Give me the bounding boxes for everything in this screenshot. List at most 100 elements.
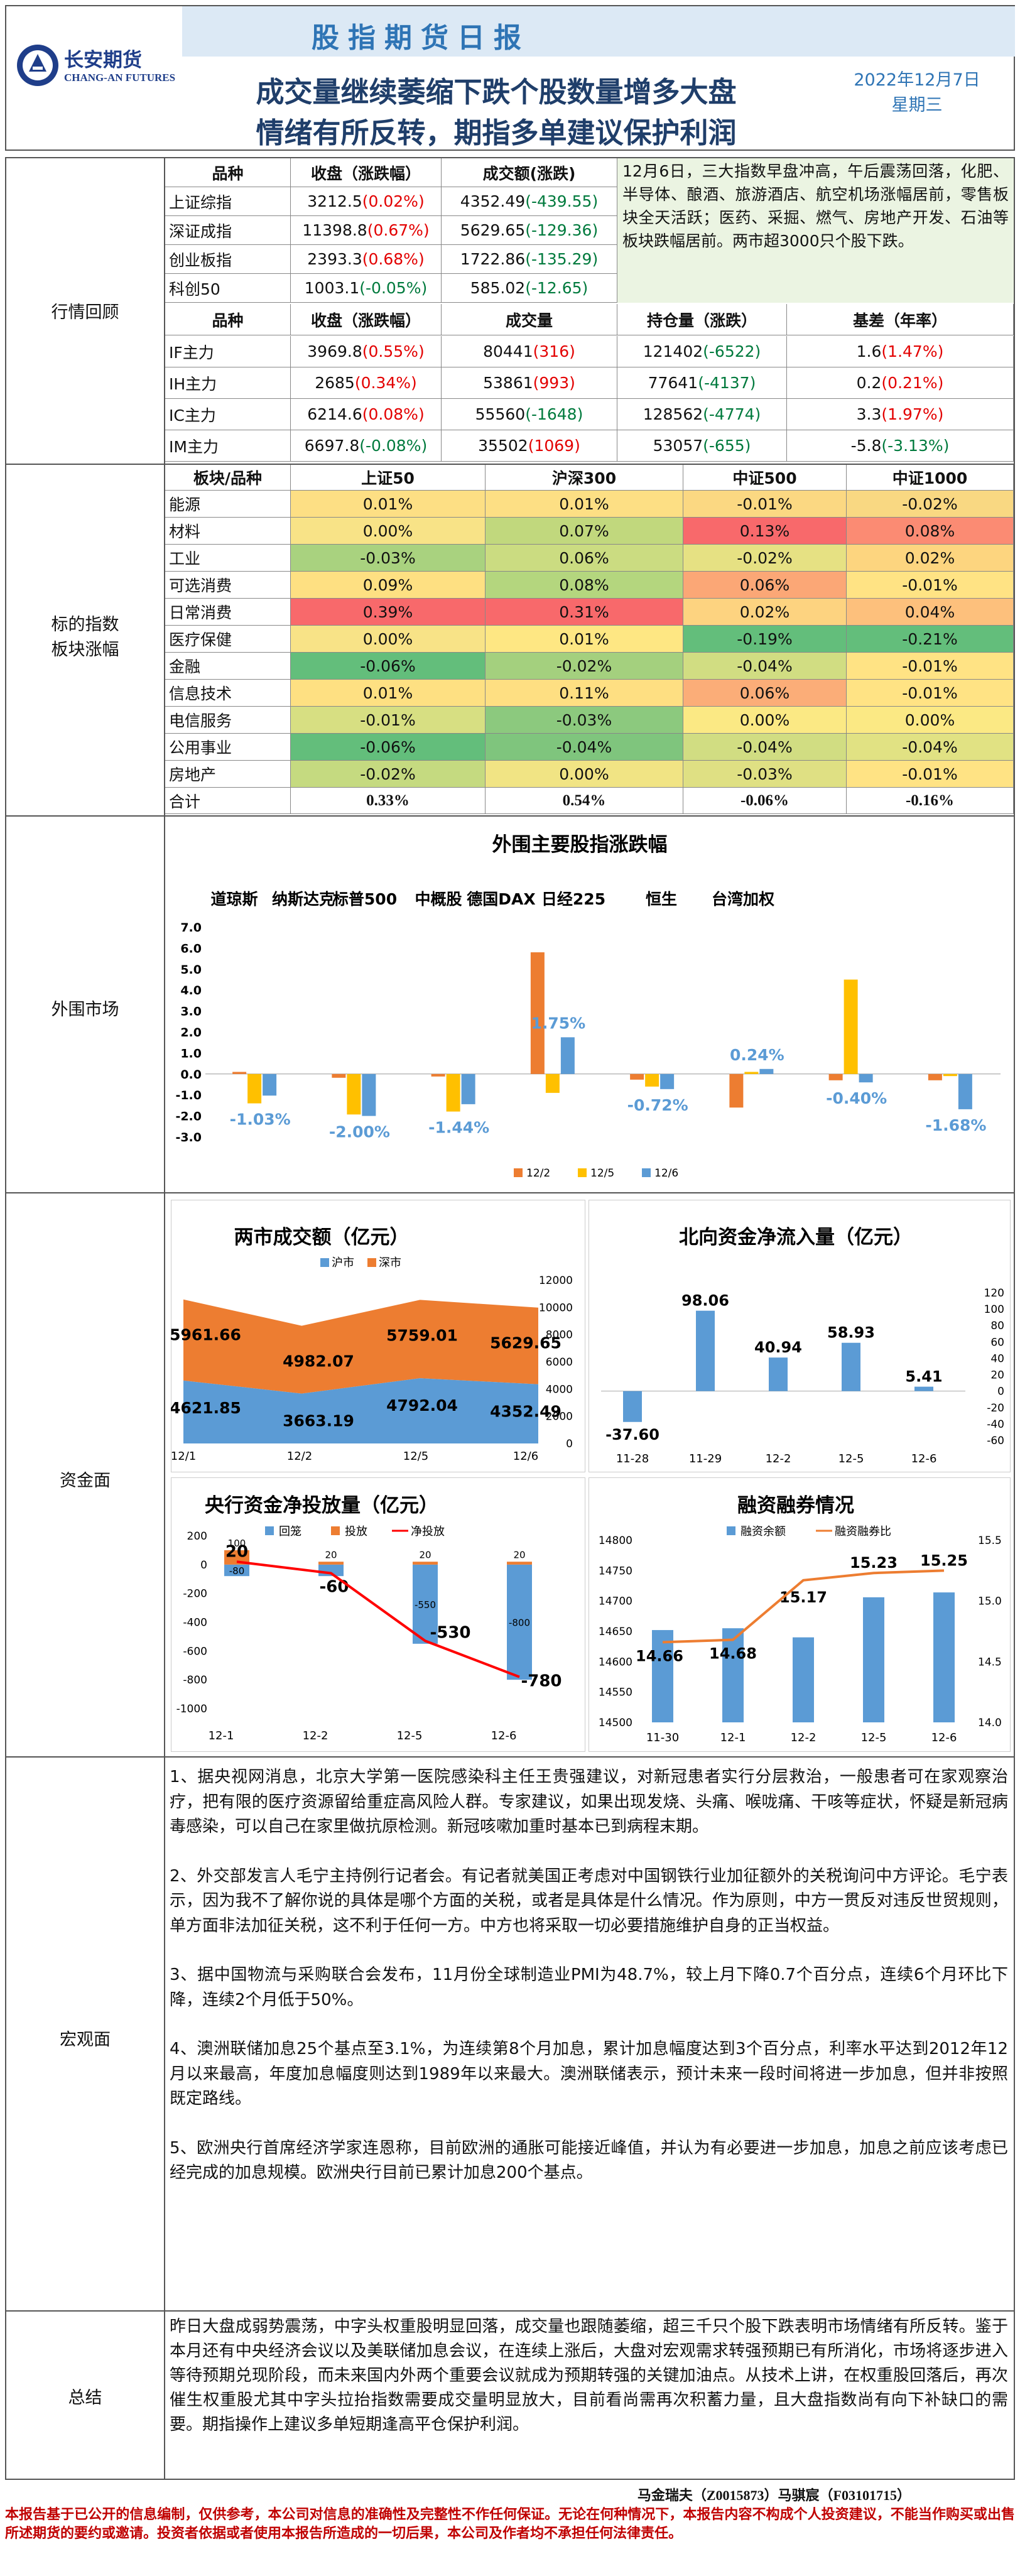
sector-total: -0.16% [847,788,1014,814]
data-label: 15.25 [920,1552,968,1569]
futures-basis: 0.2 (0.21%) [787,367,1014,399]
y-tick-label: 5.0 [180,963,202,977]
y-tick-label: 0 [566,1438,573,1450]
chart-title: 央行资金净投放量（亿元） [205,1494,438,1517]
percent: -0.01% [902,683,958,702]
percent: -0.03% [737,764,793,783]
sector-value: 0.04% [847,599,1014,626]
data-label: -1.44% [428,1119,489,1137]
index-close: 3212.5 (0.02%) [291,187,442,216]
sector-value: -0.04% [683,653,847,680]
chart-title: 两市成交额（亿元） [234,1226,410,1249]
sector-name: 电信服务 [165,707,291,734]
x-tick-label: 11-29 [689,1452,722,1465]
change: (0.55%) [362,342,425,361]
percent: -0.04% [556,737,612,756]
futures-volume: 53861 (993) [442,367,617,399]
percent: -0.01% [360,710,416,729]
data-label: 5759.01 [386,1326,458,1344]
data-label-withdraw: -80 [229,1565,245,1577]
y-tick-label: -800 [183,1674,207,1687]
data-label-net: -780 [521,1672,562,1691]
macro-item: 1、据央视网消息，北京大学第一医院感染科主任王贵强建议，对新冠患者实行分层救治，… [170,1768,1008,1836]
sector-value: -0.01% [291,707,486,734]
data-label: 3663.19 [283,1412,354,1430]
percent: -0.02% [902,494,958,513]
sector-value: -0.01% [847,572,1014,599]
sector-name-label: 公用事业 [169,739,232,757]
volume-change: (-1648) [525,405,583,423]
y2-tick-label: 15.0 [978,1595,1002,1608]
sector-table-header: 中证500 [683,465,847,491]
bar-12/6 [263,1073,277,1096]
section-label-overseas: 外围市场 [51,1000,119,1019]
data-label: 0.24% [730,1046,784,1064]
close: 1003.1 [304,279,360,297]
data-label: -1.03% [230,1111,291,1129]
percent: 0.08% [904,521,955,540]
data-label: -0.72% [627,1096,688,1114]
futures-volume: 35502 (1069) [442,430,617,462]
total-label: 合计 [169,792,201,811]
index-close: 11398.8 (0.67%) [291,216,442,245]
futures-table-header: 收盘（涨跌幅） [291,304,442,335]
legend-swatch [320,1258,329,1267]
volume-change: (1069) [528,437,580,455]
legend-label: 融资融券比 [835,1525,891,1538]
company-name: 长安期货 [64,49,142,72]
sector-value: -0.06% [291,653,486,680]
legend-swatch [727,1526,735,1535]
y-tick-label: 0 [200,1559,207,1572]
x-tick-label: 12-5 [397,1729,423,1742]
area-深市 [183,1299,538,1394]
volume-change: (993) [533,374,575,392]
percent: -0.06% [360,656,416,675]
percent: 0.06% [739,683,790,702]
index-close: 2393.3 (0.68%) [291,245,442,274]
oi-change: (-655) [703,437,751,455]
volume: 35502 [478,437,528,455]
y-tick-label: 4000 [546,1383,573,1396]
futures-name-label: IH主力 [169,374,217,393]
category-label: 日经225 [541,890,605,908]
sector-value: 0.06% [683,680,847,707]
percent: -0.01% [902,764,958,783]
sector-value: 0.01% [291,680,486,707]
percent: -0.19% [737,629,793,648]
bar [842,1342,860,1391]
x-tick-label: 12/1 [171,1450,196,1463]
bar-12/6 [859,1073,873,1083]
basis-rate: (1.47%) [881,342,944,361]
data-label: 15.17 [779,1589,827,1606]
change: (0.08%) [362,405,425,423]
legend-label: 12/5 [590,1167,614,1180]
legend-swatch [578,1168,587,1177]
index-name-label: 科创50 [169,280,220,298]
futures-table-header: 成交量 [442,304,617,335]
y-tick-label: -1.0 [175,1089,202,1102]
x-tick-label: 12-1 [720,1731,746,1744]
y-tick-label: 10000 [539,1302,573,1314]
y-tick-label: 14600 [599,1656,632,1668]
index-close: 1003.1 (-0.05%) [291,274,442,303]
header-label: 中证1000 [892,469,968,487]
data-label-net: -60 [320,1578,349,1597]
bar-12/5 [247,1073,262,1104]
x-tick-label: 12-2 [766,1452,791,1465]
index-name-label: 深证成指 [169,222,232,241]
data-label-inject: 20 [419,1549,431,1560]
bar-12/2 [530,952,545,1074]
sector-value: 0.39% [291,599,486,626]
percent: 0.00% [559,764,609,783]
y-tick-label: 7.0 [180,921,202,935]
data-label: 4792.04 [386,1396,458,1415]
category-label: 纳斯达克 [272,890,335,908]
bar-withdraw [413,1564,438,1644]
ratio-line [662,1569,945,1644]
y-tick-label: 14500 [599,1717,632,1729]
bar [933,1592,955,1722]
header-label: 成交额(涨跌) [482,164,576,183]
basis: 0.2 [856,374,882,392]
bar-12/2 [729,1073,744,1108]
close: 3212.5 [307,192,362,210]
